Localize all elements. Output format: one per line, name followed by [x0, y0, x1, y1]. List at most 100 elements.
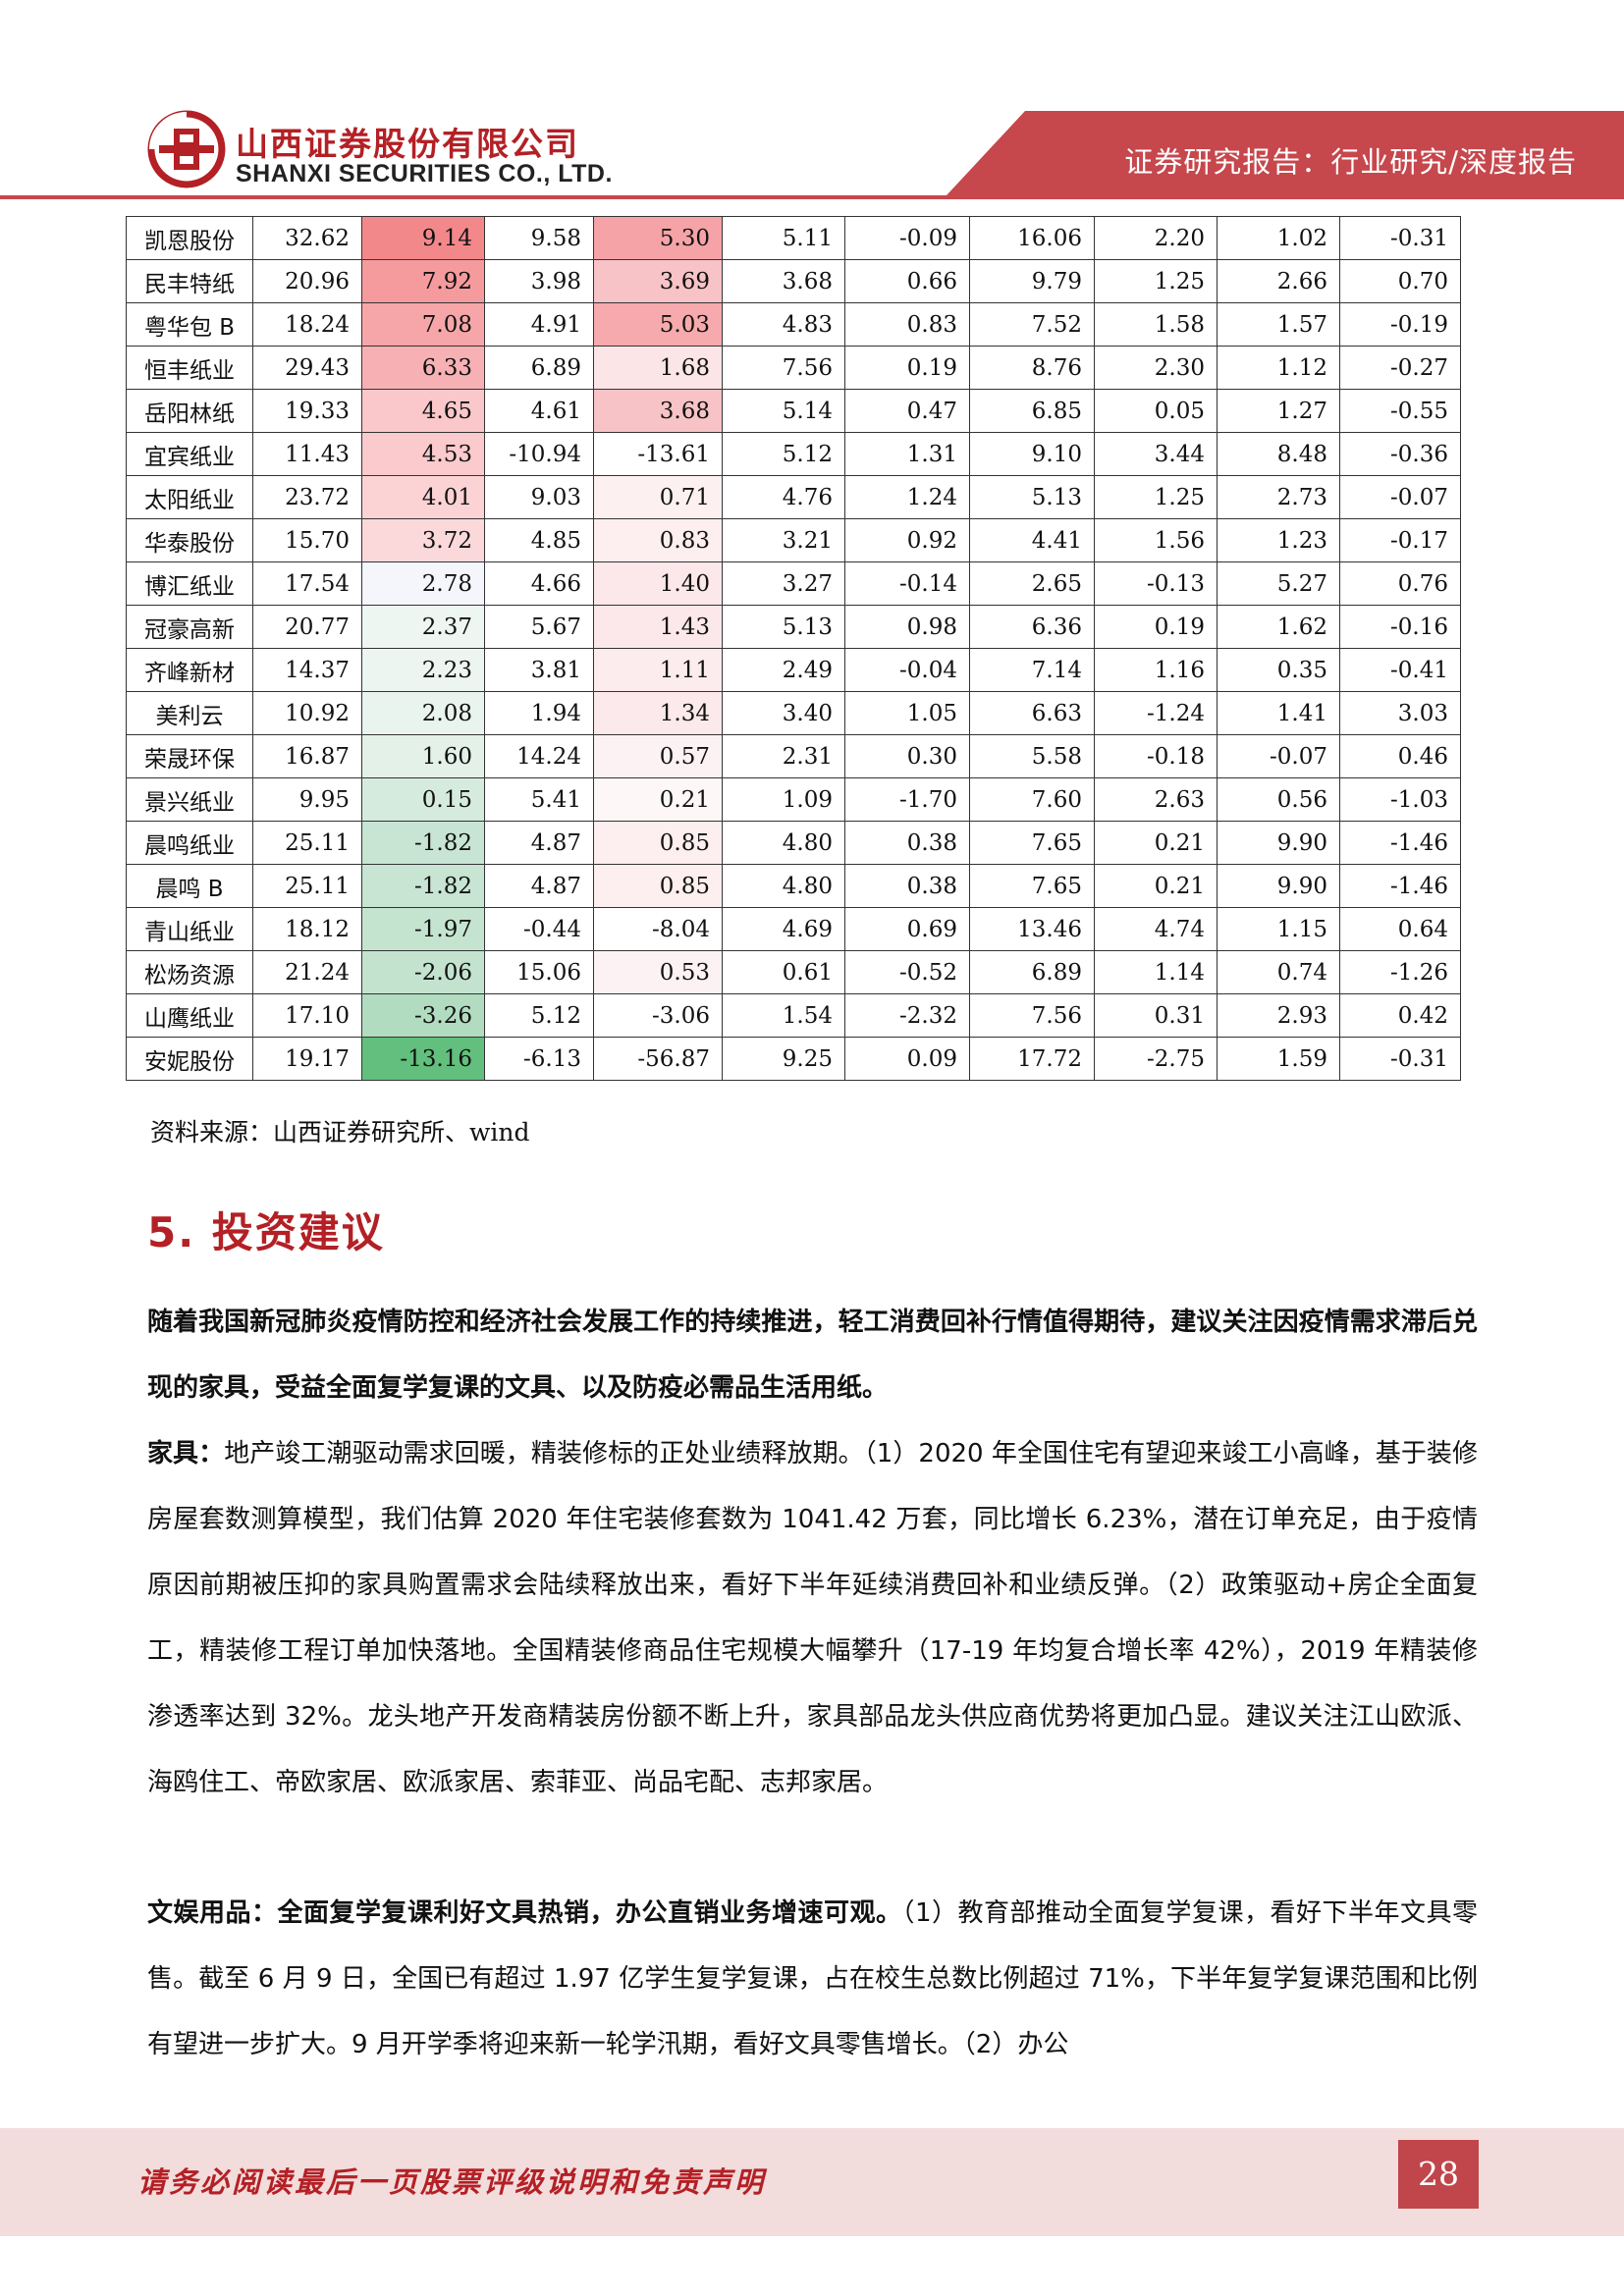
value-cell: 3.40: [722, 691, 845, 735]
value-cell: 1.27: [1217, 389, 1340, 433]
value-cell: 0.57: [593, 734, 723, 778]
value-cell: 13.46: [969, 907, 1095, 951]
value-cell: -1.70: [844, 777, 970, 822]
value-cell: 5.03: [593, 302, 723, 347]
value-cell: -13.61: [593, 432, 723, 476]
value-cell: 5.12: [484, 993, 594, 1038]
value-cell: 17.54: [252, 561, 362, 606]
value-cell: 3.81: [484, 648, 594, 692]
value-cell: 19.33: [252, 389, 362, 433]
value-cell: 6.89: [484, 346, 594, 390]
disclaimer-notice: 请务必阅读最后一页股票评级说明和免责声明: [137, 2165, 767, 2199]
paragraph-stationery-lead: 文娱用品：全面复学复课利好文具热销，办公直销业务增速可观。: [147, 1898, 902, 1928]
table-row: 宜宾纸业 11.43 4.53 -10.94 -13.61 5.12 1.31 9.10 3.4…: [126, 432, 1461, 476]
value-cell: -2.06: [361, 950, 485, 994]
value-cell: 0.76: [1339, 561, 1461, 606]
value-cell: 1.57: [1217, 302, 1340, 347]
company-name-cell: 景兴纸业: [126, 777, 253, 822]
value-cell: 5.27: [1217, 561, 1340, 606]
value-cell: 0.64: [1339, 907, 1461, 951]
value-cell: 5.14: [722, 389, 845, 433]
table-row: 民丰特纸 20.96 7.92 3.98 3.69 3.68 0.66 9.79 1.25 2.6…: [126, 259, 1461, 303]
value-cell: -0.31: [1339, 1037, 1461, 1081]
value-cell: -2.32: [844, 993, 970, 1038]
value-cell: -8.04: [593, 907, 723, 951]
table-row: 粤华包 B 18.24 7.08 4.91 5.03 4.83 0.83 7.52 1.58 1.…: [126, 302, 1461, 347]
value-cell: 4.83: [722, 302, 845, 347]
value-cell: 2.31: [722, 734, 845, 778]
value-cell: -10.94: [484, 432, 594, 476]
company-name-cell: 宜宾纸业: [126, 432, 253, 476]
value-cell: 0.85: [593, 821, 723, 865]
value-cell: 3.68: [722, 259, 845, 303]
value-cell: -1.03: [1339, 777, 1461, 822]
value-cell: 0.05: [1094, 389, 1218, 433]
value-cell: 2.08: [361, 691, 485, 735]
value-cell: 20.96: [252, 259, 362, 303]
value-cell: 1.59: [1217, 1037, 1340, 1081]
table-row: 青山纸业 18.12 -1.97 -0.44 -8.04 4.69 0.69 13.46 4.7…: [126, 907, 1461, 951]
paragraph-summary: 随着我国新冠肺炎疫情防控和经济社会发展工作的持续推进，轻工消费回补行情值得期待，…: [147, 1308, 1478, 1403]
company-name-cell: 太阳纸业: [126, 475, 253, 519]
value-cell: 2.66: [1217, 259, 1340, 303]
value-cell: -2.75: [1094, 1037, 1218, 1081]
value-cell: 1.25: [1094, 259, 1218, 303]
value-cell: 1.68: [593, 346, 723, 390]
value-cell: 0.42: [1339, 993, 1461, 1038]
company-name-cell: 安妮股份: [126, 1037, 253, 1081]
value-cell: -56.87: [593, 1037, 723, 1081]
value-cell: -1.82: [361, 864, 485, 908]
value-cell: 4.76: [722, 475, 845, 519]
value-cell: -6.13: [484, 1037, 594, 1081]
value-cell: 9.90: [1217, 821, 1340, 865]
value-cell: 19.17: [252, 1037, 362, 1081]
value-cell: -0.07: [1217, 734, 1340, 778]
value-cell: 1.09: [722, 777, 845, 822]
value-cell: 3.44: [1094, 432, 1218, 476]
value-cell: 9.58: [484, 216, 594, 260]
value-cell: 1.02: [1217, 216, 1340, 260]
value-cell: 1.34: [593, 691, 723, 735]
value-cell: -3.26: [361, 993, 485, 1038]
table-row: 松炀资源 21.24 -2.06 15.06 0.53 0.61 -0.52 6.89 1.14…: [126, 950, 1461, 994]
table-row: 太阳纸业 23.72 4.01 9.03 0.71 4.76 1.24 5.13 1.25 2.7…: [126, 475, 1461, 519]
company-name-cell: 粤华包 B: [126, 302, 253, 347]
company-name-cell: 岳阳林纸: [126, 389, 253, 433]
value-cell: 1.60: [361, 734, 485, 778]
value-cell: 25.11: [252, 864, 362, 908]
paragraph-furniture-body: 地产竣工潮驱动需求回暖，精装修标的正处业绩释放期。（1）2020 年全国住宅有望…: [147, 1439, 1478, 1797]
value-cell: 16.06: [969, 216, 1095, 260]
value-cell: 6.63: [969, 691, 1095, 735]
value-cell: 4.53: [361, 432, 485, 476]
value-cell: 2.93: [1217, 993, 1340, 1038]
value-cell: 0.31: [1094, 993, 1218, 1038]
value-cell: 1.62: [1217, 605, 1340, 649]
value-cell: 0.56: [1217, 777, 1340, 822]
value-cell: -0.13: [1094, 561, 1218, 606]
value-cell: 0.19: [1094, 605, 1218, 649]
value-cell: 4.80: [722, 864, 845, 908]
value-cell: 4.01: [361, 475, 485, 519]
value-cell: -0.31: [1339, 216, 1461, 260]
value-cell: 1.14: [1094, 950, 1218, 994]
value-cell: 6.33: [361, 346, 485, 390]
value-cell: 2.37: [361, 605, 485, 649]
value-cell: 1.16: [1094, 648, 1218, 692]
value-cell: 11.43: [252, 432, 362, 476]
company-name-cell: 民丰特纸: [126, 259, 253, 303]
value-cell: 1.05: [844, 691, 970, 735]
value-cell: 7.08: [361, 302, 485, 347]
paragraph-stationery-body: （1）教育部推动全面复学复课，看好下半年文具零售。截至 6 月 9 日，全国已有…: [147, 1898, 1478, 2059]
value-cell: 1.25: [1094, 475, 1218, 519]
value-cell: -0.55: [1339, 389, 1461, 433]
value-cell: 0.46: [1339, 734, 1461, 778]
value-cell: 15.70: [252, 518, 362, 562]
value-cell: -13.16: [361, 1037, 485, 1081]
value-cell: 1.15: [1217, 907, 1340, 951]
value-cell: 1.94: [484, 691, 594, 735]
value-cell: 3.68: [593, 389, 723, 433]
value-cell: 2.20: [1094, 216, 1218, 260]
value-cell: 14.24: [484, 734, 594, 778]
value-cell: -1.97: [361, 907, 485, 951]
table-row: 恒丰纸业 29.43 6.33 6.89 1.68 7.56 0.19 8.76 2.30 1.1…: [126, 346, 1461, 390]
